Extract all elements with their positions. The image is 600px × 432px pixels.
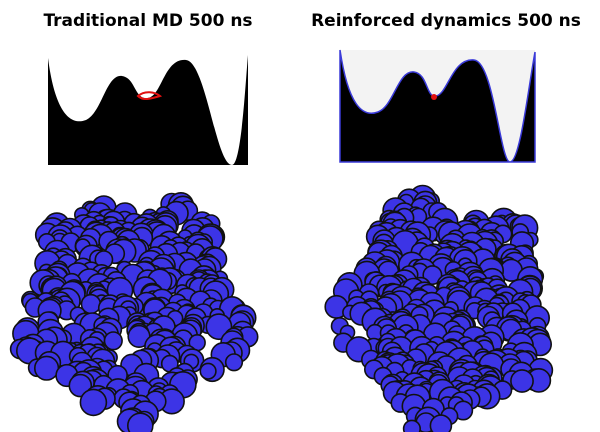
atom xyxy=(103,331,123,351)
landscape-surface xyxy=(339,49,536,163)
atom xyxy=(510,369,534,393)
panel-title: Traditional MD 500 ns xyxy=(43,11,252,31)
landscape-surface xyxy=(48,55,248,165)
atom xyxy=(199,362,217,380)
atom xyxy=(224,353,244,372)
protein xyxy=(324,184,554,432)
panel-title: Reinforced dynamics 500 ns xyxy=(311,11,581,31)
atom xyxy=(402,419,421,432)
atom xyxy=(33,355,60,381)
trajectory xyxy=(431,94,437,100)
atom xyxy=(79,388,108,417)
protein xyxy=(9,192,259,432)
energy-landscape xyxy=(48,55,248,165)
atom xyxy=(429,414,453,432)
atom xyxy=(127,412,154,432)
energy-landscape xyxy=(339,49,536,163)
trajectory xyxy=(136,91,163,100)
